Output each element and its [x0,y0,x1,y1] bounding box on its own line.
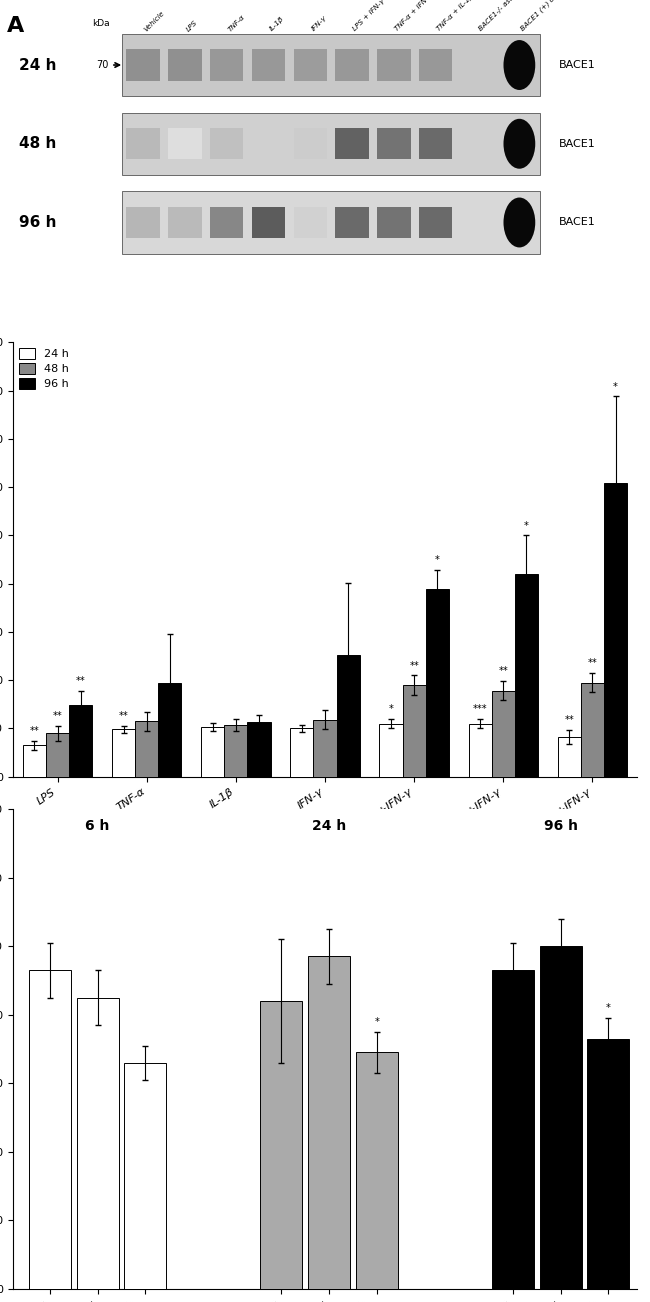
Text: 24 h: 24 h [312,819,346,833]
Bar [124,1062,166,1289]
Text: BACE1 (+) control: BACE1 (+) control [519,0,571,33]
Text: BACE1: BACE1 [559,217,596,228]
Bar [402,685,426,777]
Text: **: ** [564,715,574,725]
Bar [126,207,160,238]
Text: **: ** [29,725,39,736]
Bar [210,207,244,238]
Bar [291,728,313,777]
Bar [29,970,71,1289]
Text: BACE1: BACE1 [559,60,596,70]
Bar [294,49,327,81]
Bar [252,128,285,159]
Text: *: * [389,704,393,713]
Bar [419,128,452,159]
Text: IL-1β: IL-1β [268,16,285,33]
Text: IFN-γ: IFN-γ [310,16,328,33]
Bar [159,682,181,777]
Bar [168,128,202,159]
Text: Vehicle: Vehicle [143,9,166,33]
Bar [252,49,285,81]
Bar [308,957,350,1289]
Text: TNF-α: TNF-α [227,13,246,33]
Bar [252,207,285,238]
Bar [377,49,411,81]
Text: 24 h: 24 h [20,57,57,73]
Bar [201,727,224,777]
Text: *: * [606,1003,611,1013]
Ellipse shape [504,118,535,169]
Bar [335,49,369,81]
Ellipse shape [504,198,535,247]
Text: A: A [6,16,24,36]
Text: LPS + IFN-γ: LPS + IFN-γ [352,0,386,33]
Bar [492,970,534,1289]
Bar [604,483,627,777]
Bar [356,1052,398,1289]
Bar [377,207,411,238]
Text: *: * [613,381,618,392]
Text: *: * [435,556,440,565]
Bar [515,574,538,777]
Bar [210,49,244,81]
Bar [335,128,369,159]
Bar [135,721,159,777]
Bar [377,128,411,159]
Text: TNF-α + IL-1β + IFN-γ: TNF-α + IL-1β + IFN-γ [436,0,495,33]
Bar [23,745,46,777]
Bar [426,590,449,777]
Bar [46,733,69,777]
Bar [335,207,369,238]
Text: BACE1: BACE1 [559,139,596,148]
Text: kDa: kDa [92,18,110,27]
Text: 96 h: 96 h [20,215,57,230]
Bar [294,128,327,159]
Bar [558,737,581,777]
Bar [260,1001,302,1289]
Bar [540,947,582,1289]
Bar [419,207,452,238]
Bar [210,128,244,159]
Bar [126,49,160,81]
Bar [122,112,540,174]
Text: BACE1-/- astrocytes: BACE1-/- astrocytes [478,0,533,33]
Ellipse shape [504,40,535,90]
Text: 6 h: 6 h [85,819,110,833]
Text: *: * [524,521,529,531]
Text: **: ** [53,711,62,721]
Text: LPS: LPS [185,20,198,33]
Bar [168,207,202,238]
Text: 96 h: 96 h [543,819,578,833]
Text: **: ** [588,658,597,668]
Text: **: ** [119,711,129,721]
Text: **: ** [410,660,419,671]
Text: **: ** [76,676,86,686]
Text: *: * [374,1017,379,1027]
Text: 48 h: 48 h [20,137,57,151]
Bar [168,49,202,81]
Text: ***: *** [473,704,488,713]
Bar [588,1039,629,1289]
Text: 70: 70 [96,60,109,70]
Legend: 24 h, 48 h, 96 h: 24 h, 48 h, 96 h [19,348,69,389]
Bar [380,724,402,777]
Bar [69,706,92,777]
Bar [122,34,540,96]
Bar [581,682,604,777]
Bar [469,724,491,777]
Bar [122,191,540,254]
Text: **: ** [499,667,508,676]
Bar [248,723,270,777]
Text: TNF-α + IFN-γ: TNF-α + IFN-γ [394,0,434,33]
Bar [419,49,452,81]
Bar [294,207,327,238]
Bar [313,720,337,777]
Bar [112,729,135,777]
Bar [337,655,359,777]
Bar [491,691,515,777]
Bar [126,128,160,159]
Bar [77,997,118,1289]
Bar [224,725,248,777]
